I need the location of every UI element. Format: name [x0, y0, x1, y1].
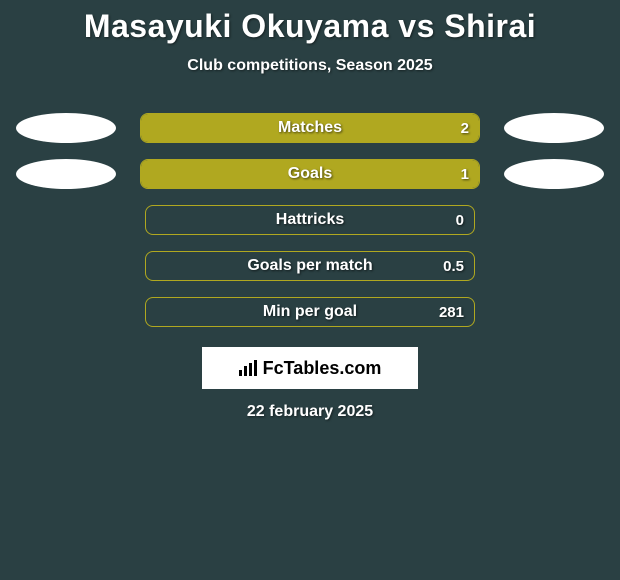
- right-ellipse: [504, 159, 604, 189]
- logo-text: FcTables.com: [263, 358, 382, 379]
- left-ellipse: [16, 159, 116, 189]
- stats-list: Matches2Goals1Hattricks0Goals per match0…: [0, 113, 620, 327]
- ellipse-spacer: [499, 251, 596, 281]
- ellipse-spacer: [24, 251, 121, 281]
- stat-row: Hattricks0: [0, 205, 620, 235]
- stat-label: Matches: [141, 114, 479, 142]
- subtitle: Club competitions, Season 2025: [0, 57, 620, 75]
- stat-label: Min per goal: [146, 298, 474, 326]
- stat-row: Goals per match0.5: [0, 251, 620, 281]
- left-ellipse: [16, 113, 116, 143]
- stat-value: 1: [461, 160, 469, 188]
- stat-label: Hattricks: [146, 206, 474, 234]
- logo: FcTables.com: [239, 358, 382, 379]
- stat-row: Goals1: [0, 159, 620, 189]
- stat-label: Goals: [141, 160, 479, 188]
- ellipse-spacer: [24, 205, 121, 235]
- comparison-card: Masayuki Okuyama vs Shirai Club competit…: [0, 0, 620, 421]
- stat-value: 2: [461, 114, 469, 142]
- footer-date: 22 february 2025: [0, 403, 620, 421]
- stat-bar: Goals per match0.5: [145, 251, 475, 281]
- page-title: Masayuki Okuyama vs Shirai: [0, 8, 620, 45]
- ellipse-spacer: [499, 205, 596, 235]
- right-ellipse: [504, 113, 604, 143]
- ellipse-spacer: [24, 297, 121, 327]
- stat-bar: Goals1: [140, 159, 480, 189]
- stat-value: 0: [456, 206, 464, 234]
- chart-icon: [239, 360, 259, 376]
- stat-value: 281: [439, 298, 464, 326]
- ellipse-spacer: [499, 297, 596, 327]
- stat-row: Matches2: [0, 113, 620, 143]
- stat-row: Min per goal281: [0, 297, 620, 327]
- logo-box[interactable]: FcTables.com: [202, 347, 418, 389]
- stat-bar: Matches2: [140, 113, 480, 143]
- stat-label: Goals per match: [146, 252, 474, 280]
- stat-bar: Hattricks0: [145, 205, 475, 235]
- stat-value: 0.5: [443, 252, 464, 280]
- stat-bar: Min per goal281: [145, 297, 475, 327]
